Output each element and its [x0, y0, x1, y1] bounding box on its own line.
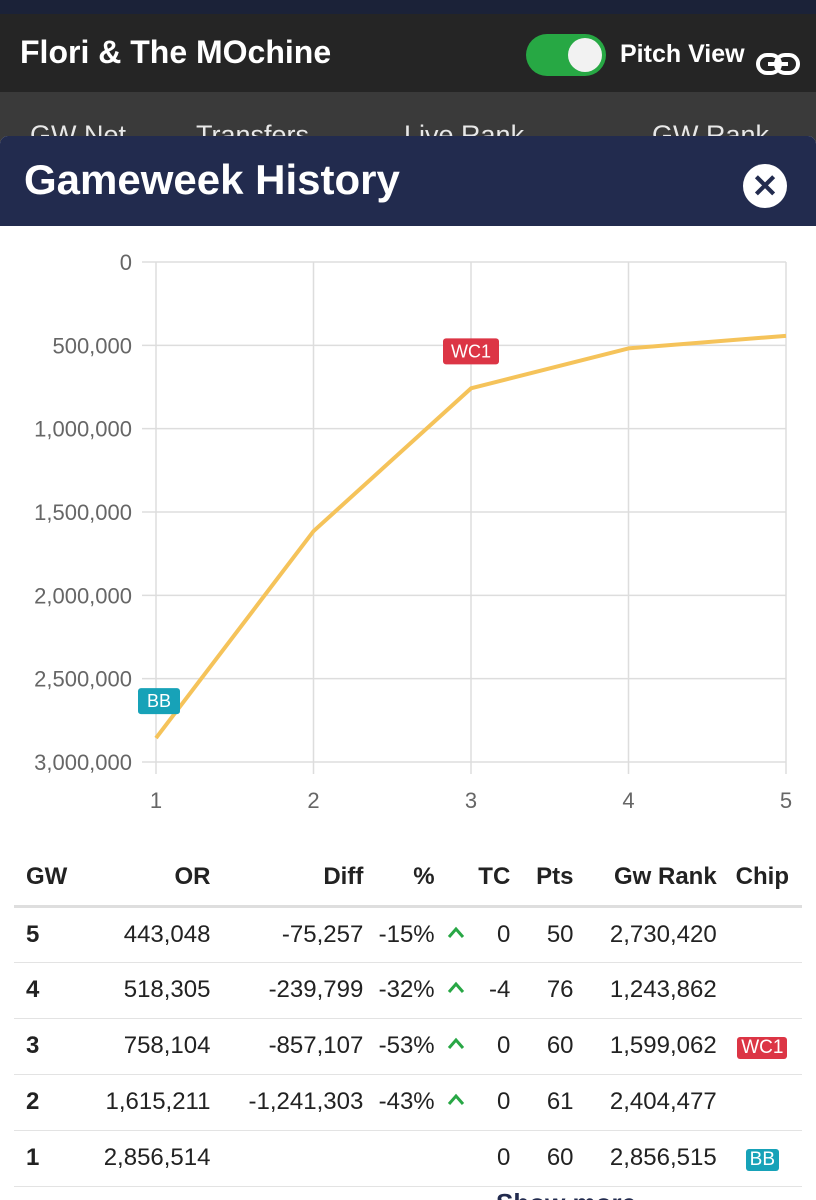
cell-pct: -43%: [369, 1074, 441, 1131]
pitch-view-toggle[interactable]: [526, 34, 606, 76]
show-more-link[interactable]: Show more: [496, 1188, 636, 1200]
modal-header: Gameweek History ✕: [0, 136, 816, 226]
cell-pts: 76: [516, 962, 580, 1019]
cell-gw: 1: [14, 1130, 74, 1187]
table-row[interactable]: 1 2,856,514 0 60 2,856,515 BB: [14, 1130, 802, 1187]
close-button[interactable]: ✕: [743, 164, 787, 208]
table-header-row: GW OR Diff % TC Pts Gw Rank Chip: [14, 850, 802, 908]
cell-tc: 0: [472, 1074, 517, 1131]
cell-or: 758,104: [73, 1018, 217, 1075]
arrow-up-icon: [448, 926, 465, 938]
cell-gw: 4: [14, 962, 74, 1019]
cell-tc: 0: [472, 1130, 517, 1187]
cell-or: 518,305: [73, 962, 217, 1019]
cell-diff: -1,241,303: [216, 1074, 370, 1131]
x-tick-label: 2: [307, 788, 319, 813]
cell-gw: 3: [14, 1018, 74, 1075]
cell-rank: 2,730,420: [579, 906, 723, 963]
cell-tc: -4: [472, 962, 517, 1019]
cell-tc: 0: [472, 906, 517, 963]
chip-annotation-box: [138, 688, 180, 715]
rank-chart-svg: 0 500,000 1,000,000 1,500,000 2,000,000 2,500…: [34, 250, 792, 813]
table-row[interactable]: 4 518,305 -239,799 -32% -4 76 1,243,862: [14, 962, 802, 1019]
cell-pts: 60: [516, 1130, 580, 1187]
y-tick-label: 500,000: [52, 333, 132, 358]
cell-pct: -53%: [369, 1018, 441, 1075]
cell-diff: -239,799: [216, 962, 370, 1019]
x-tick-label: 1: [150, 788, 162, 813]
app-header: Flori & The MOchine Pitch View: [0, 14, 816, 92]
rank-change-cell: [440, 1074, 473, 1131]
history-table: GW OR Diff % TC Pts Gw Rank Chip 5 443,04…: [14, 850, 802, 1187]
link-icon[interactable]: [756, 52, 800, 76]
chip-cell: [722, 906, 802, 963]
rank-change-cell: [440, 1018, 473, 1075]
toggle-knob: [568, 38, 602, 72]
y-tick-label: 0: [120, 250, 132, 275]
col-chip[interactable]: Chip: [722, 850, 802, 908]
chip-cell: [722, 962, 802, 1019]
close-icon: ✕: [751, 168, 779, 204]
col-gw-rank[interactable]: Gw Rank: [579, 850, 723, 908]
chip-annotation-box: [443, 338, 499, 365]
arrow-up-icon: [448, 1093, 465, 1105]
cell-pct: -15%: [369, 906, 441, 963]
cell-or: 1,615,211: [73, 1074, 217, 1131]
cell-rank: 2,404,477: [579, 1074, 723, 1131]
chip-cell: [722, 1074, 802, 1131]
table-row[interactable]: 2 1,615,211 -1,241,303 -43% 0 61 2,404,477: [14, 1074, 802, 1131]
arrow-up-icon: [448, 981, 465, 993]
rank-chart: 0 500,000 1,000,000 1,500,000 2,000,000 2,500…: [0, 226, 816, 846]
status-strip: [0, 0, 816, 14]
cell-gw: 2: [14, 1074, 74, 1131]
cell-rank: 1,243,862: [579, 962, 723, 1019]
y-tick-label: 3,000,000: [34, 750, 132, 775]
cell-pct: [369, 1130, 441, 1187]
wildcard-badge: WC1: [737, 1037, 788, 1059]
y-tick-label: 1,500,000: [34, 500, 132, 525]
cell-or: 2,856,514: [73, 1130, 217, 1187]
chip-cell: BB: [722, 1130, 802, 1187]
cell-tc: 0: [472, 1018, 517, 1075]
table-row[interactable]: 5 443,048 -75,257 -15% 0 50 2,730,420: [14, 906, 802, 963]
rank-change-cell: [440, 1130, 473, 1187]
x-tick-label: 4: [622, 788, 634, 813]
cell-rank: 1,599,062: [579, 1018, 723, 1075]
gameweek-history-modal: Gameweek History ✕ 0 500,000 1,000,000 1,50…: [0, 136, 816, 1200]
arrow-up-icon: [448, 1037, 465, 1049]
chip-annotation-label: BB: [147, 691, 171, 711]
rank-change-cell: [440, 906, 473, 963]
cell-pts: 60: [516, 1018, 580, 1075]
bench-boost-badge: BB: [745, 1149, 780, 1171]
x-tick-label: 5: [780, 788, 792, 813]
cell-pct: -32%: [369, 962, 441, 1019]
chip-cell: WC1: [722, 1018, 802, 1075]
col-gw[interactable]: GW: [14, 850, 74, 908]
pitch-view-label: Pitch View: [620, 40, 745, 68]
col-tc[interactable]: TC: [472, 850, 517, 908]
y-tick-label: 2,000,000: [34, 583, 132, 608]
cell-pts: 61: [516, 1074, 580, 1131]
y-tick-label: 1,000,000: [34, 417, 132, 442]
cell-diff: [216, 1130, 370, 1187]
cell-diff: -75,257: [216, 906, 370, 963]
cell-pts: 50: [516, 906, 580, 963]
rank-change-cell: [440, 962, 473, 1019]
cell-rank: 2,856,515: [579, 1130, 723, 1187]
col-arrow: [440, 850, 473, 908]
chip-annotation-label: WC1: [451, 341, 491, 361]
team-name: Flori & The MOchine: [20, 34, 332, 70]
table-row[interactable]: 3 758,104 -857,107 -53% 0 60 1,599,062 WC1: [14, 1018, 802, 1075]
y-tick-label: 2,500,000: [34, 667, 132, 692]
col-or[interactable]: OR: [73, 850, 217, 908]
rank-line: [154, 333, 787, 740]
col-pts[interactable]: Pts: [516, 850, 580, 908]
cell-diff: -857,107: [216, 1018, 370, 1075]
modal-title: Gameweek History: [24, 156, 400, 203]
x-tick-label: 3: [465, 788, 477, 813]
cell-or: 443,048: [73, 906, 217, 963]
col-diff[interactable]: Diff: [216, 850, 370, 908]
cell-gw: 5: [14, 906, 74, 963]
col-pct[interactable]: %: [369, 850, 441, 908]
